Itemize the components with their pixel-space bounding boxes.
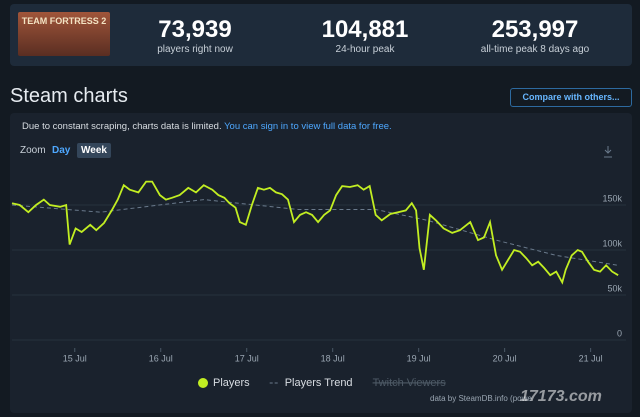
x-tick-label: 18 Jul [321, 353, 345, 363]
zoom-option[interactable]: Week [77, 143, 111, 158]
watermark: 17173.com [520, 388, 602, 405]
x-tick-label: 21 Jul [579, 353, 603, 363]
stat-value: 253,997 [491, 16, 579, 43]
x-tick-label: 20 Jul [493, 353, 517, 363]
stat-label: all-time peak 8 days ago [480, 44, 590, 55]
legend-swatch [198, 378, 208, 388]
legend-label[interactable]: Twitch Viewers [373, 377, 447, 389]
chart-panel [10, 113, 632, 413]
y-tick-label: 0 [617, 328, 622, 338]
download-icon[interactable] [604, 146, 612, 158]
stat-value: 104,881 [321, 16, 409, 43]
stat-label: 24-hour peak [335, 44, 395, 55]
compare-button[interactable]: Compare with others... [510, 88, 632, 107]
stats-bar [10, 4, 632, 66]
footer: data by SteamDB.info (powe [430, 394, 532, 403]
zoom-option[interactable]: Day [52, 145, 71, 156]
notice: Due to constant scraping, charts data is… [22, 121, 392, 132]
legend-label[interactable]: Players Trend [285, 377, 353, 389]
y-tick-label: 100k [602, 238, 622, 248]
sign-in-link[interactable]: You can sign in to view full data for fr… [224, 121, 392, 132]
y-tick-label: 50k [607, 283, 622, 293]
y-tick-label: 150k [602, 193, 622, 203]
series-line [11, 199, 619, 266]
stat-label: players right now [157, 44, 233, 55]
section-title: Steam charts [10, 85, 128, 107]
x-tick-label: 19 Jul [407, 353, 431, 363]
notice-text: Due to constant scraping, charts data is… [22, 121, 222, 132]
stat-value: 73,939 [158, 16, 232, 43]
x-tick-label: 15 Jul [63, 353, 87, 363]
x-tick-label: 17 Jul [235, 353, 259, 363]
zoom-label: Zoom [20, 145, 46, 156]
x-tick-label: 16 Jul [149, 353, 173, 363]
game-logo[interactable]: TEAM FORTRESS 2 [18, 12, 110, 56]
series-line [11, 180, 619, 285]
legend-label[interactable]: Players [213, 377, 250, 389]
